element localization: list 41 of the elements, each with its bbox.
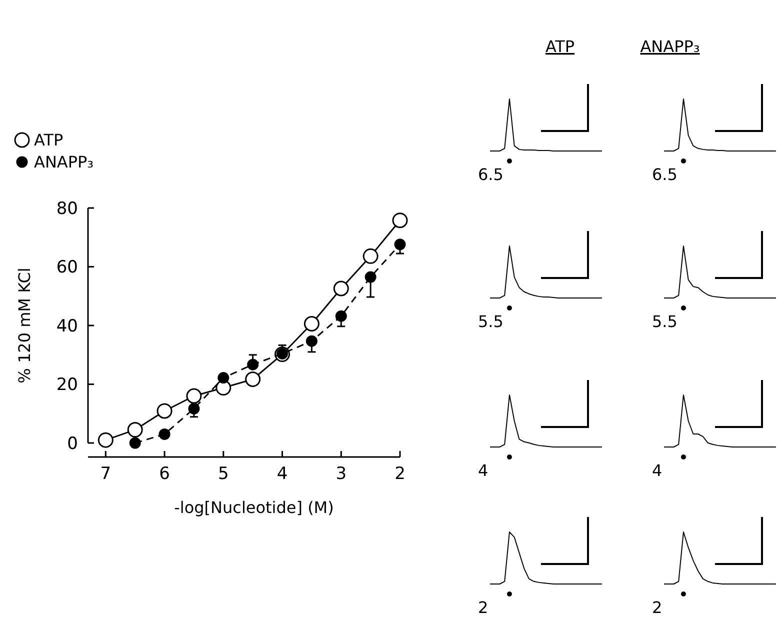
x-axis-title: 6.5 xyxy=(478,165,504,184)
x-axis-title: 2 xyxy=(652,598,662,617)
point xyxy=(335,310,347,322)
point xyxy=(304,316,320,332)
x-tick-label: 5 xyxy=(218,464,229,484)
point xyxy=(156,403,172,419)
x-tick-label: 3 xyxy=(336,464,347,484)
x-tick-label: 6 xyxy=(159,464,170,484)
point xyxy=(188,402,200,414)
point xyxy=(186,388,202,404)
text: ATP xyxy=(545,37,575,56)
x-axis-title: -log[Nucleotide] (M) xyxy=(174,498,334,517)
point xyxy=(218,372,230,384)
point xyxy=(247,358,259,370)
point xyxy=(158,428,170,440)
y-tick-label: 20 xyxy=(56,375,78,396)
x-tick-label: 7 xyxy=(100,464,112,484)
x-tick-label: 2 xyxy=(394,464,406,484)
y-tick-label: 80 xyxy=(56,198,78,219)
text: ANAPP₃ xyxy=(640,37,700,56)
point xyxy=(394,238,406,250)
y-tick-label: 60 xyxy=(56,258,78,278)
y-tick-label: 40 xyxy=(56,316,78,336)
point xyxy=(129,437,141,449)
point xyxy=(98,432,114,448)
point xyxy=(333,280,349,296)
legend-label: ATP xyxy=(34,130,64,150)
y-tick-label: 0 xyxy=(67,434,78,454)
point xyxy=(362,248,378,264)
x-axis-title: 5.5 xyxy=(478,312,504,331)
x-axis-title: 5.5 xyxy=(652,312,678,331)
y-axis-title: % 120 mM KCl xyxy=(15,268,34,384)
point xyxy=(364,271,376,283)
point xyxy=(245,372,261,388)
x-axis-title: 6.5 xyxy=(652,165,678,184)
legend-label: ANAPP₃ xyxy=(34,152,94,172)
point xyxy=(306,335,318,347)
point xyxy=(127,422,143,438)
x-axis-title: 2 xyxy=(478,598,488,617)
x-tick-label: 4 xyxy=(276,464,288,484)
point xyxy=(392,212,408,228)
